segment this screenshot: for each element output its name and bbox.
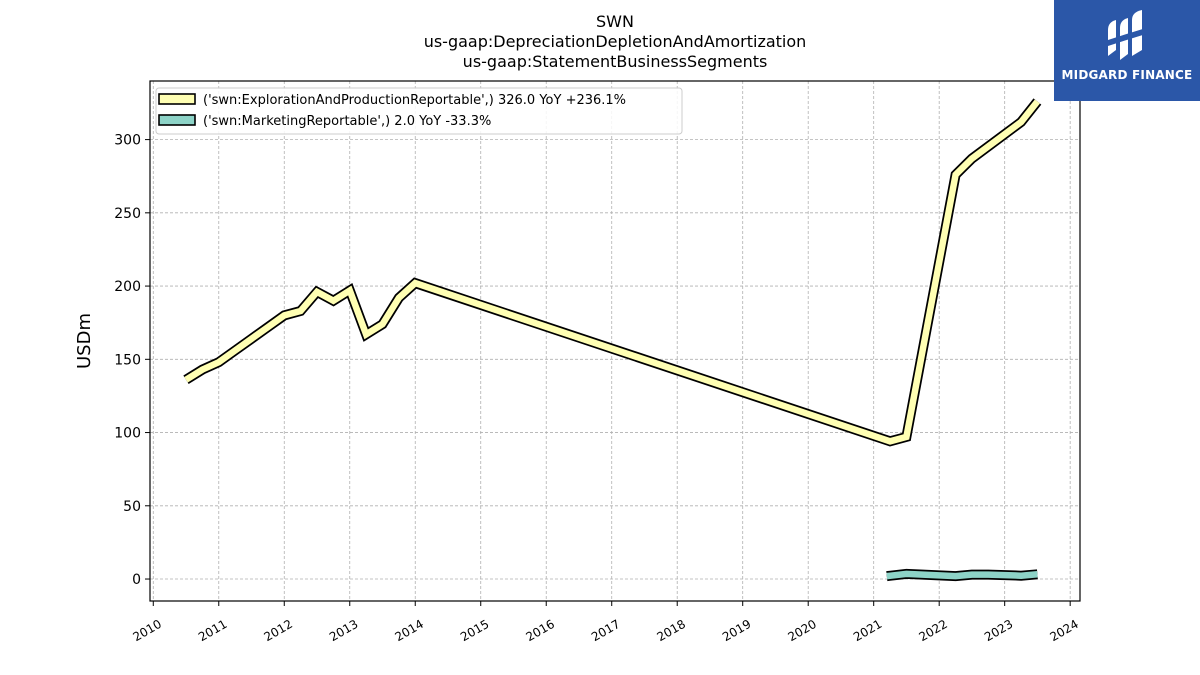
x-tick-label: 2013 — [327, 617, 360, 644]
x-tick-label: 2023 — [982, 617, 1015, 644]
y-tick-label: 100 — [114, 426, 141, 442]
x-tick-label: 2018 — [654, 617, 687, 644]
x-tick-label: 2021 — [851, 617, 884, 644]
chart-title-line: us-gaap:StatementBusinessSegments — [463, 52, 768, 71]
series-layer — [183, 98, 1042, 582]
legend-swatch — [158, 114, 196, 126]
chart-title: SWNus-gaap:DepreciationDepletionAndAmort… — [424, 12, 807, 71]
x-tick-label: 2017 — [589, 617, 622, 644]
chart-title-line: us-gaap:DepreciationDepletionAndAmortiza… — [424, 32, 807, 51]
logo: MIDGARD FINANCE — [1054, 0, 1200, 101]
logo-mark-icon — [1108, 10, 1146, 60]
x-tick-label: 2012 — [262, 617, 295, 644]
series-line — [886, 570, 1038, 580]
series-line — [184, 99, 1040, 445]
logo-text: MIDGARD FINANCE — [1061, 68, 1193, 82]
legend: ('swn:ExplorationAndProductionReportable… — [155, 87, 683, 135]
y-tick-label: 200 — [114, 279, 141, 295]
x-axis: 2010 2011 2012 2013 2014 2015 2016 2017 2018 2019… — [131, 601, 1081, 644]
x-tick-label: 2016 — [524, 617, 557, 644]
chart-title-line: SWN — [596, 12, 634, 31]
x-tick-label: 2020 — [785, 617, 818, 644]
legend-label: ('swn:ExplorationAndProductionReportable… — [203, 93, 626, 108]
x-tick-label: 2022 — [916, 617, 949, 644]
legend-label: ('swn:MarketingReportable',) 2.0 YoY -33… — [203, 114, 491, 129]
y-tick-label: 150 — [114, 352, 141, 368]
y-tick-label: 300 — [114, 133, 141, 149]
grid — [150, 81, 1080, 601]
legend-box — [155, 87, 683, 135]
y-tick-label: 250 — [114, 206, 141, 222]
plot-frame — [149, 80, 1081, 602]
y-tick-label: 50 — [123, 499, 141, 515]
x-tick-label: 2010 — [131, 617, 164, 644]
x-tick-label: 2024 — [1047, 617, 1080, 644]
x-tick-label: 2015 — [458, 617, 491, 644]
y-tick-label: 0 — [132, 572, 141, 588]
legend-swatch — [158, 93, 196, 105]
y-axis-label: USDm — [74, 313, 95, 369]
x-tick-label: 2019 — [720, 617, 753, 644]
x-tick-label: 2014 — [393, 617, 426, 644]
y-axis: 0 50 100 150 200 250 300 — [114, 133, 150, 588]
x-tick-label: 2011 — [196, 617, 229, 644]
